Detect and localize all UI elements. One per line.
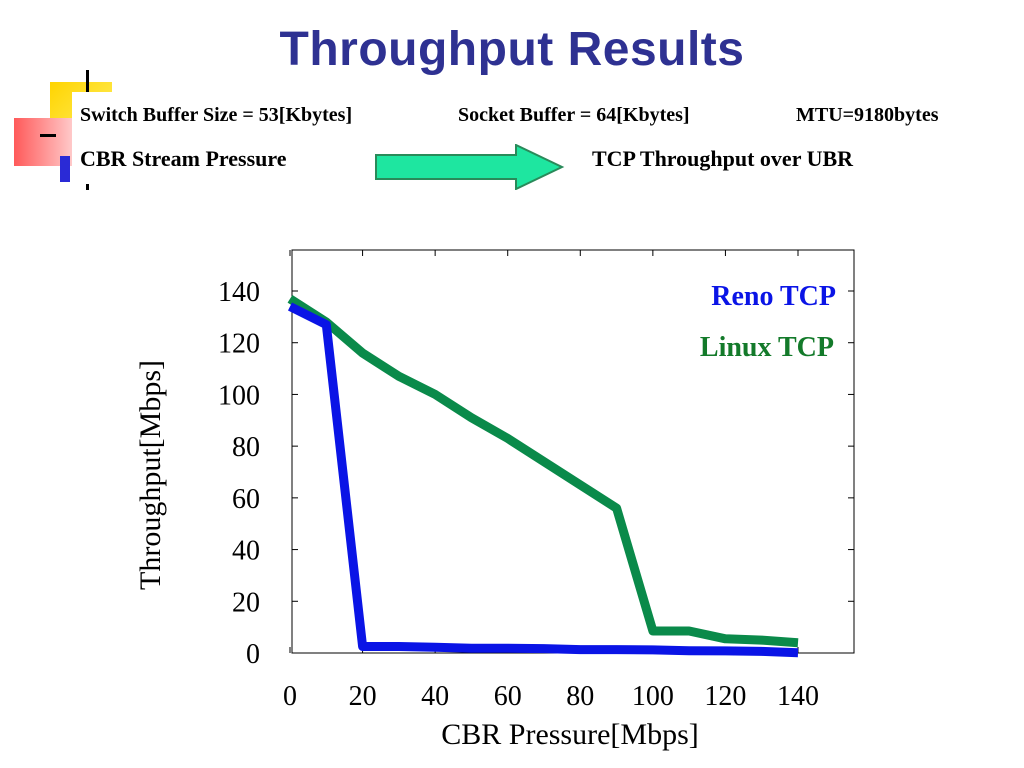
x-tick-label: 80: [566, 681, 594, 712]
right-arrow-icon: [375, 144, 565, 190]
socket-buffer-text: Socket Buffer = 64[Kbytes]: [458, 104, 690, 126]
y-tick-label: 0: [246, 639, 260, 670]
linux-tcp-line: [287, 295, 799, 648]
x-tick-label: 60: [494, 681, 522, 712]
y-tick-label: 80: [232, 432, 260, 463]
reno-tcp-line: [287, 302, 799, 658]
decorative-blue-bar: [60, 156, 70, 182]
switch-buffer-text: Switch Buffer Size = 53[Kbytes]: [80, 104, 353, 126]
x-tick-label: 40: [421, 681, 449, 712]
legend-reno: Reno TCP: [711, 281, 836, 312]
x-tick-label: 140: [777, 681, 819, 712]
slide-title: Throughput Results: [279, 23, 745, 76]
x-tick-label: 100: [632, 681, 674, 712]
x-axis-label: CBR Pressure[Mbps]: [441, 718, 699, 751]
y-tick-label: 120: [218, 329, 260, 360]
x-tick-label: 0: [283, 681, 297, 712]
y-axis-label: Throughput[Mbps]: [134, 360, 167, 590]
y-tick-label: 60: [232, 484, 260, 515]
decorative-horizontal-line: [40, 134, 56, 137]
y-tick-label: 100: [218, 380, 260, 411]
y-tick-label: 140: [218, 277, 260, 308]
mtu-text: MTU=9180bytes: [796, 104, 939, 126]
legend-linux: Linux TCP: [700, 332, 834, 363]
tcp-throughput-label: TCP Throughput over UBR: [592, 146, 854, 171]
cbr-stream-pressure-label: CBR Stream Pressure: [80, 146, 287, 171]
y-tick-label: 20: [232, 587, 260, 618]
x-tick-label: 120: [704, 681, 746, 712]
x-tick-label: 20: [349, 681, 377, 712]
y-tick-label: 40: [232, 536, 260, 567]
